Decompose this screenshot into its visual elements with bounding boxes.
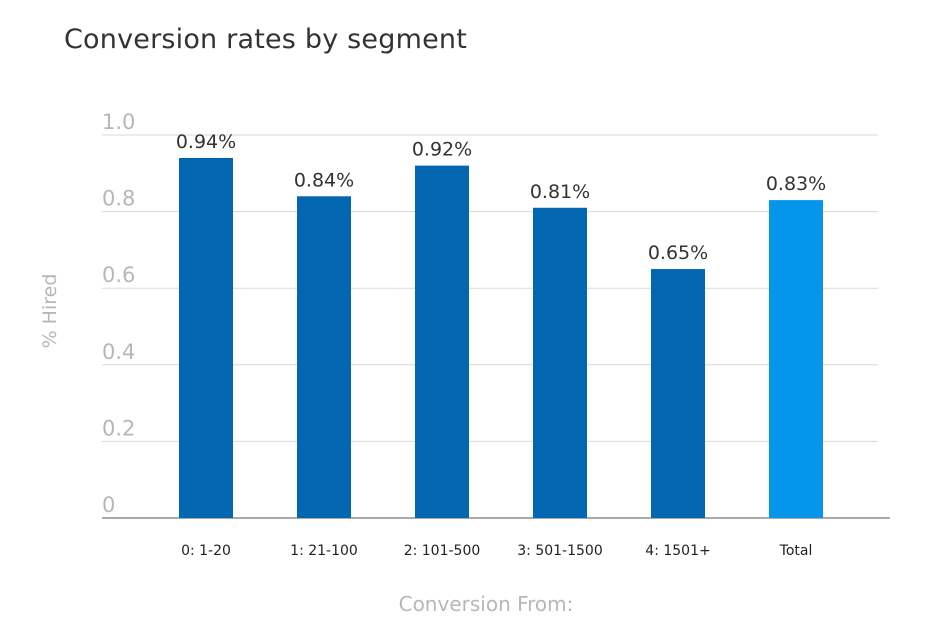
bar <box>533 207 587 518</box>
chart-title: Conversion rates by segment <box>64 24 467 55</box>
x-tick-label: 2: 101-500 <box>404 543 481 559</box>
x-axis-label: Conversion From: <box>399 592 574 616</box>
y-tick-label: 0 <box>102 493 115 517</box>
y-axis-label: % Hired <box>39 274 61 349</box>
bar <box>179 157 233 519</box>
bar <box>769 200 823 519</box>
data-label: 0.84% <box>294 169 354 191</box>
bar <box>651 269 705 518</box>
x-tick-label: 0: 1-20 <box>181 543 231 559</box>
x-tick-label: 4: 1501+ <box>645 543 710 559</box>
y-tick-label: 0.8 <box>102 187 135 211</box>
y-tick-label: 0.2 <box>102 416 135 440</box>
data-label: 0.81% <box>530 181 590 203</box>
y-tick-label: 1.0 <box>102 110 135 134</box>
x-tick-label: 1: 21-100 <box>290 543 358 559</box>
x-tick-label: 3: 501-1500 <box>517 543 602 559</box>
bar <box>415 165 469 518</box>
data-label: 0.92% <box>412 139 472 161</box>
data-label: 0.83% <box>766 173 826 195</box>
data-label: 0.65% <box>648 242 708 264</box>
x-tick-label: Total <box>779 543 813 559</box>
y-tick-label: 0.4 <box>102 340 135 364</box>
y-tick-label: 0.6 <box>102 263 135 287</box>
data-label: 0.94% <box>176 131 236 153</box>
bar <box>297 196 351 518</box>
